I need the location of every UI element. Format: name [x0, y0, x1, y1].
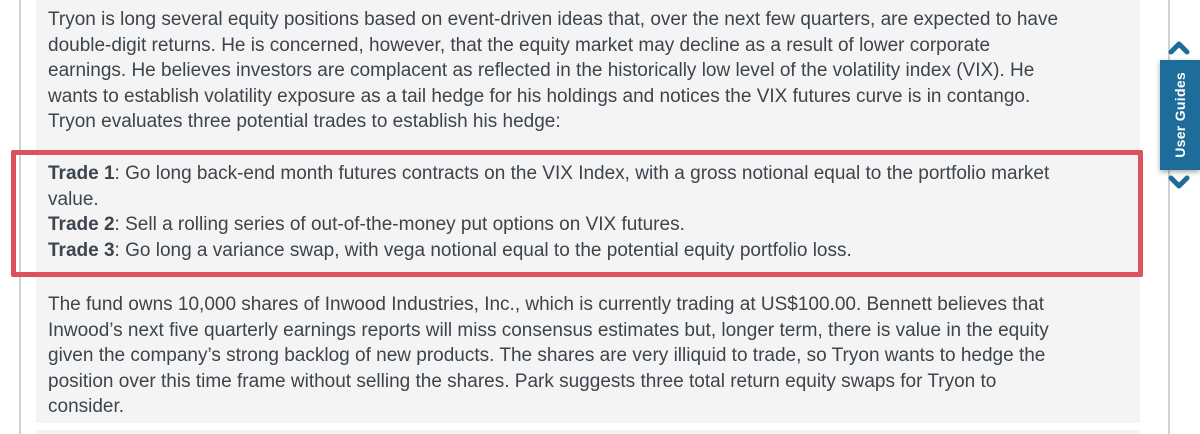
- vignette-paragraph-2: The fund owns 10,000 shares of Inwood In…: [48, 294, 1049, 417]
- trade-1-text: : Go long back-end month futures contrac…: [48, 163, 1050, 210]
- panel-left-border: [19, 0, 21, 434]
- trade-2-text: : Sell a rolling series of out-of-the-mo…: [114, 214, 685, 235]
- next-content-block-edge: [36, 430, 1140, 434]
- panel-right-border: [1168, 0, 1170, 434]
- scroll-up-chevron[interactable]: [1166, 40, 1192, 58]
- trade-1-line: Trade 1: Go long back-end month futures …: [48, 161, 1138, 212]
- vignette-paragraph-1: Tryon is long several equity positions b…: [48, 9, 1059, 132]
- chevron-up-icon: [1168, 41, 1190, 58]
- trade-2-line: Trade 2: Sell a rolling series of out-of…: [48, 212, 1138, 238]
- trade-1-label: Trade 1: [48, 163, 115, 184]
- trade-2-label: Trade 2: [48, 214, 115, 235]
- vignette-content-area: [36, 0, 1140, 423]
- chevron-down-icon: [1168, 175, 1190, 192]
- user-guides-tab-label: User Guides: [1172, 72, 1188, 158]
- trade-3-label: Trade 3: [48, 239, 115, 261]
- trade-3-text: : Go long a variance swap, with vega not…: [114, 239, 852, 261]
- trade-3-line: Trade 3: Go long a variance swap, with v…: [48, 238, 1138, 264]
- trade-list: Trade 1: Go long back-end month futures …: [48, 161, 1138, 263]
- scroll-down-chevron[interactable]: [1166, 174, 1192, 192]
- user-guides-tab[interactable]: User Guides: [1160, 60, 1200, 170]
